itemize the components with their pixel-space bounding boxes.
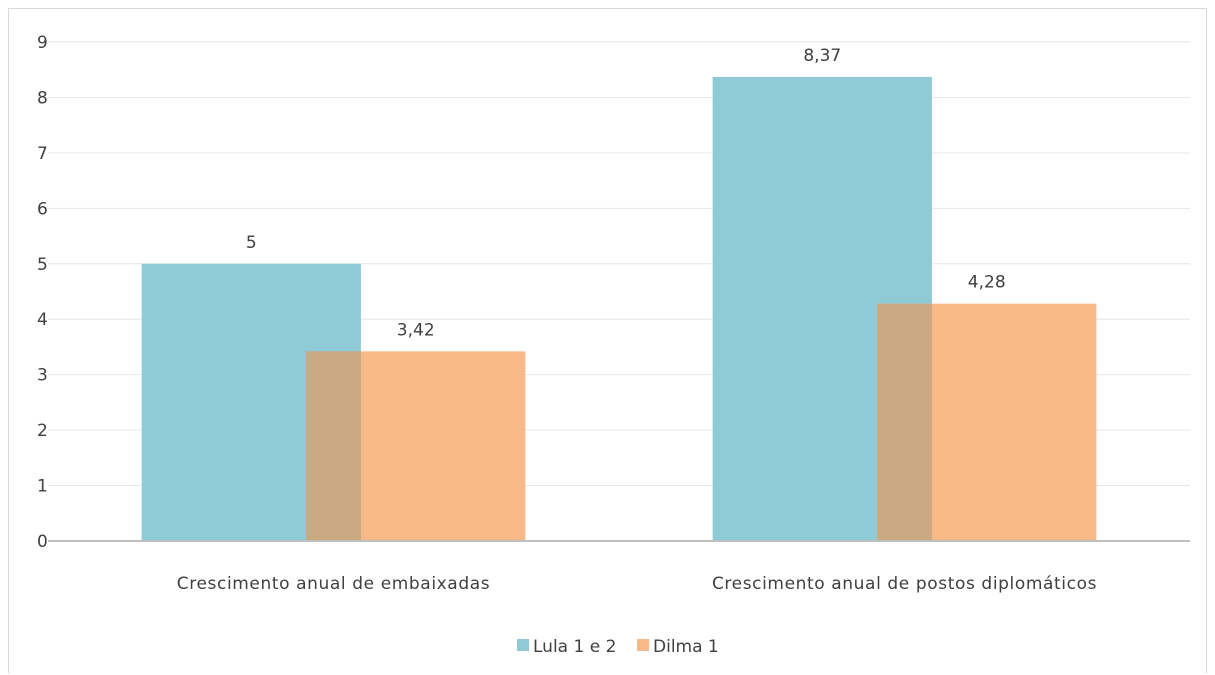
y-tick-label: 5 (37, 255, 48, 275)
legend-swatch (637, 639, 649, 651)
legend-label: Lula 1 e 2 (533, 637, 616, 657)
y-tick-label: 6 (37, 199, 48, 219)
bar-overlap (877, 303, 932, 541)
bars (141, 76, 1097, 542)
y-tick-label: 2 (37, 421, 48, 441)
bar-overlap (306, 351, 361, 541)
data-label: 4,28 (968, 273, 1006, 293)
y-tick-label: 4 (37, 310, 48, 330)
y-tick-label: 3 (37, 366, 48, 386)
y-tick-label: 7 (37, 144, 48, 164)
category-label: Crescimento anual de embaixadas (177, 574, 490, 594)
y-tick-label: 0 (37, 532, 48, 552)
data-label: 8,37 (803, 46, 841, 66)
y-axis-tick-labels: 0 1 2 3 4 5 6 7 8 9 (37, 33, 48, 552)
y-tick-label: 1 (37, 477, 48, 497)
data-label: 5 (246, 233, 257, 253)
data-labels: 5 3,42 8,37 4,28 (246, 46, 1006, 340)
legend: Lula 1 e 2 Dilma 1 (517, 637, 719, 657)
legend-label: Dilma 1 (653, 637, 719, 657)
data-label: 3,42 (397, 320, 435, 340)
y-tick-label: 8 (37, 88, 48, 108)
category-labels: Crescimento anual de embaixadas Crescimen… (177, 574, 1097, 594)
legend-swatch (517, 639, 529, 651)
y-tick-label: 9 (37, 33, 48, 53)
category-label: Crescimento anual de postos diplomáticos (712, 574, 1097, 594)
